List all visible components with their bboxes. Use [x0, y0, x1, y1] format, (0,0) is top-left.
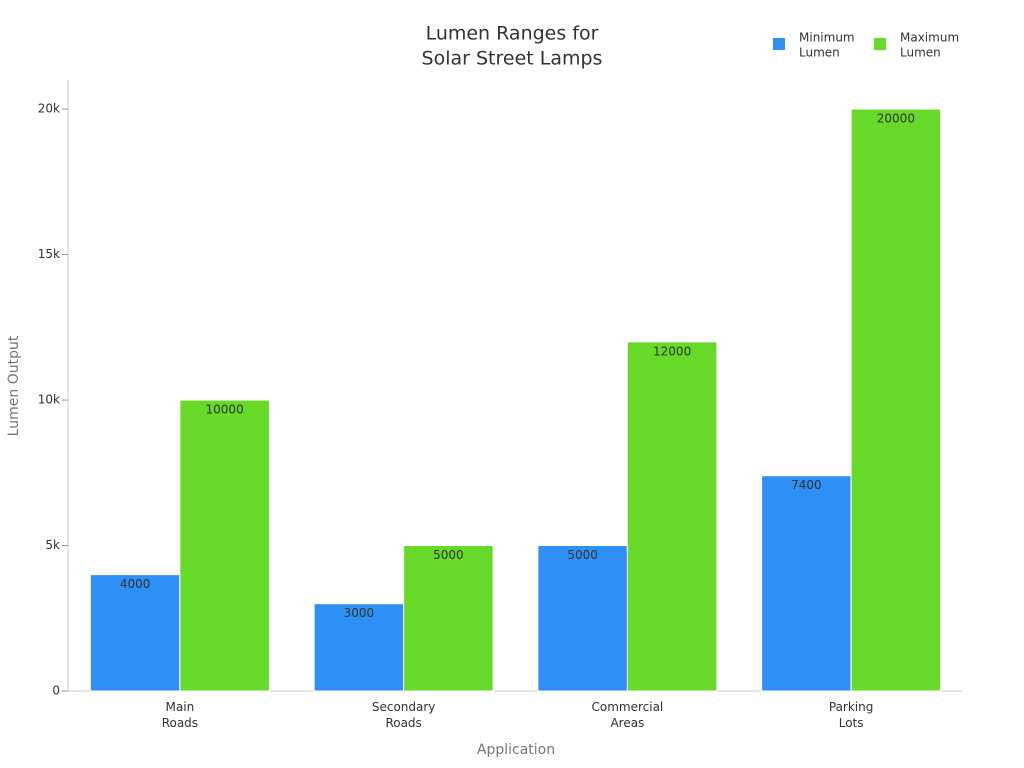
- x-tick-label: Commercial Areas: [591, 700, 663, 730]
- y-tick-label: 20k: [38, 102, 60, 116]
- data-label: 5000: [433, 548, 464, 562]
- bar: [89, 574, 181, 692]
- data-label: 5000: [567, 548, 598, 562]
- data-label: 3000: [344, 606, 375, 620]
- y-tick-label: 0: [52, 684, 60, 698]
- text-line: Maximum: [900, 30, 959, 44]
- x-tick-label: Main Roads: [162, 700, 198, 730]
- data-label: 20000: [877, 112, 915, 126]
- text-line: Solar Street Lamps: [422, 47, 603, 69]
- text-line: Lots: [839, 716, 864, 730]
- data-label: 10000: [206, 403, 244, 417]
- bar: [850, 108, 942, 692]
- bar: [313, 603, 405, 692]
- x-axis-label: Application: [477, 742, 555, 758]
- y-tick-label: 15k: [38, 247, 60, 261]
- bar: [179, 399, 270, 692]
- bar: [403, 545, 494, 692]
- bar: [626, 341, 718, 692]
- y-axis-label: Lumen Output: [6, 335, 22, 436]
- data-label: 12000: [653, 344, 691, 358]
- data-label: 4000: [120, 577, 151, 591]
- legend-label: Maximum Lumen: [900, 30, 959, 59]
- text-line: Minimum: [799, 30, 855, 44]
- bar: [761, 475, 852, 692]
- text-line: Roads: [162, 716, 198, 730]
- text-line: Main: [166, 700, 195, 714]
- x-tick-label: Parking Lots: [829, 700, 874, 730]
- legend-label: Minimum Lumen: [799, 30, 855, 59]
- text-line: Roads: [385, 716, 421, 730]
- text-line: Areas: [610, 716, 644, 730]
- text-line: Commercial: [591, 700, 663, 714]
- chart-title: Lumen Ranges for Solar Street Lamps: [422, 22, 603, 69]
- text-line: Parking: [829, 700, 874, 714]
- bar: [537, 545, 628, 692]
- x-tick-label: Secondary Roads: [372, 700, 436, 730]
- data-label: 7400: [791, 478, 822, 492]
- legend-swatch: [773, 38, 785, 50]
- text-line: Lumen: [900, 45, 941, 59]
- legend-swatch: [874, 38, 886, 50]
- text-line: Lumen: [799, 45, 840, 59]
- text-line: Secondary: [372, 700, 436, 714]
- text-line: Lumen Ranges for: [426, 22, 599, 44]
- y-tick-label: 5k: [45, 538, 60, 552]
- y-tick-label: 10k: [38, 393, 60, 407]
